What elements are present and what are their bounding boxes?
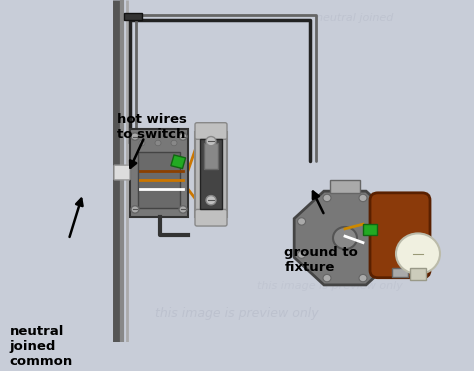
Circle shape — [384, 218, 392, 225]
Bar — [363, 224, 377, 235]
Circle shape — [359, 194, 367, 202]
FancyBboxPatch shape — [195, 210, 227, 226]
FancyBboxPatch shape — [370, 193, 430, 278]
Circle shape — [179, 133, 187, 140]
Circle shape — [323, 194, 331, 202]
Circle shape — [131, 206, 139, 213]
Bar — [200, 139, 222, 210]
Circle shape — [298, 218, 306, 225]
Text: ground to
fixture: ground to fixture — [284, 246, 358, 275]
Circle shape — [206, 196, 216, 205]
Circle shape — [171, 159, 177, 164]
FancyBboxPatch shape — [114, 165, 130, 180]
Text: this image is preview only: this image is preview only — [155, 307, 319, 320]
FancyBboxPatch shape — [195, 123, 227, 139]
Text: neutral
joined
common: neutral joined common — [9, 325, 73, 368]
Circle shape — [323, 275, 331, 282]
Bar — [195, 132, 227, 217]
Bar — [124, 13, 142, 20]
Circle shape — [139, 140, 145, 146]
Bar — [410, 269, 426, 279]
Circle shape — [179, 206, 187, 213]
Circle shape — [206, 137, 216, 146]
Circle shape — [139, 196, 145, 201]
Bar — [204, 143, 218, 169]
Circle shape — [384, 251, 392, 258]
Circle shape — [171, 177, 177, 183]
Circle shape — [155, 159, 161, 164]
Text: neutral joined: neutral joined — [316, 13, 394, 23]
Bar — [392, 267, 408, 277]
Circle shape — [131, 133, 139, 140]
Polygon shape — [294, 191, 396, 285]
Circle shape — [171, 140, 177, 146]
Circle shape — [171, 196, 177, 201]
Circle shape — [155, 140, 161, 146]
Text: this image is preview only: this image is preview only — [257, 281, 403, 291]
Circle shape — [139, 177, 145, 183]
Bar — [330, 180, 360, 193]
Text: hot wires
to switch: hot wires to switch — [117, 113, 187, 141]
Circle shape — [155, 196, 161, 201]
Circle shape — [333, 227, 357, 249]
Circle shape — [155, 177, 161, 183]
Circle shape — [359, 275, 367, 282]
Bar — [171, 155, 186, 168]
Bar — [138, 152, 180, 208]
FancyBboxPatch shape — [130, 129, 188, 217]
Circle shape — [139, 159, 145, 164]
Circle shape — [298, 251, 306, 258]
Circle shape — [396, 233, 440, 274]
